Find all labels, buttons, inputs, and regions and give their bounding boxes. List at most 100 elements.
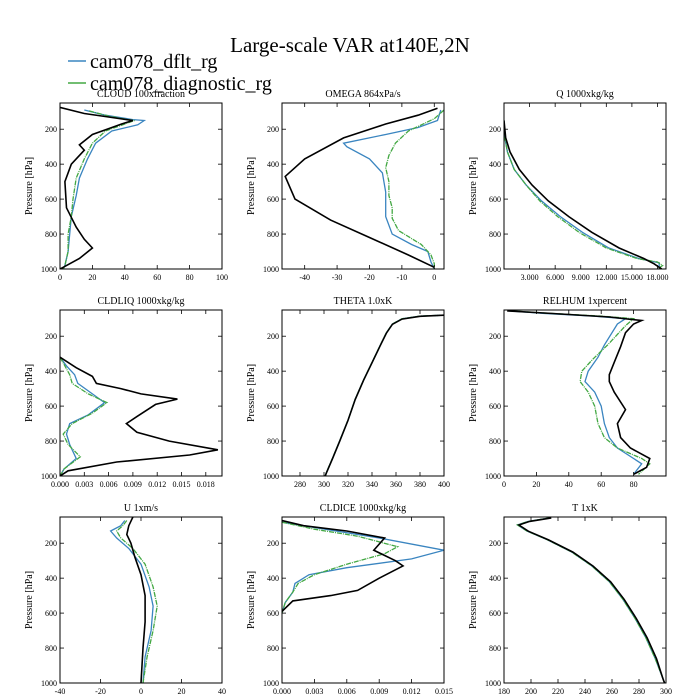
y-tick-label: 600 [489,609,501,618]
x-tick-label: 0.009 [370,687,388,696]
x-tick-label: 0.012 [403,687,421,696]
x-tick-label: 260 [606,687,618,696]
series-line-dflt [342,109,442,269]
y-tick-label: 1000 [485,265,501,274]
series-line-diagnostic [62,110,135,269]
series-line-dflt [324,314,444,476]
legend-label-dflt: cam078_dflt_rg [90,51,217,73]
x-tick-label: 0.018 [197,480,215,489]
y-tick-label: 1000 [485,679,501,688]
series-line-diagnostic [504,120,664,269]
x-tick-label: 40 [121,273,129,282]
y-tick-label: 200 [267,332,279,341]
y-tick-label: 600 [267,195,279,204]
series-line-obs [284,107,438,269]
panel-title: U 1xm/s [124,503,158,514]
x-tick-label: 320 [342,480,354,489]
y-tick-label: 200 [267,539,279,548]
panel-title: Q 1000xkg/kg [556,89,614,100]
y-axis-label: Pressure [hPa] [246,571,257,629]
x-tick-label: 180 [498,687,510,696]
y-tick-label: 1000 [41,472,57,481]
x-tick-label: 6.000 [546,273,564,282]
x-tick-label: 0 [502,480,506,489]
panel-3: Q 1000xkg/kg 200 400 600 800 1000 3.000 6.000 9.… [468,89,668,282]
x-tick-label: 0.006 [100,480,118,489]
y-tick-label: 600 [45,609,57,618]
x-tick-label: -10 [397,273,408,282]
x-tick-label: -40 [55,687,66,696]
x-tick-label: 380 [414,480,426,489]
x-tick-label: 12.000 [595,273,617,282]
x-tick-label: 40 [218,687,226,696]
x-tick-label: 0.015 [173,480,191,489]
x-tick-label: 9.000 [572,273,590,282]
x-tick-label: 15.000 [621,273,643,282]
y-tick-label: 1000 [263,265,279,274]
series-line-obs [324,314,444,476]
y-tick-label: 600 [267,402,279,411]
y-tick-label: 200 [489,332,501,341]
plot-frame [59,102,223,270]
x-tick-label: 0.000 [273,687,291,696]
y-tick-label: 1000 [263,679,279,688]
x-tick-label: 80 [186,273,194,282]
x-tick-label: 300 [660,687,672,696]
panel-title: CLDLIQ 1000xkg/kg [98,296,185,307]
y-axis-label: Pressure [hPa] [24,364,35,422]
x-tick-label: -20 [364,273,375,282]
y-tick-label: 400 [267,367,279,376]
x-tick-label: 0 [58,273,62,282]
y-tick-label: 800 [489,644,501,653]
legend-label-diagnostic: cam078_diagnostic_rg [90,73,272,95]
series-line-dflt [60,356,106,476]
y-tick-label: 1000 [485,472,501,481]
x-tick-label: 220 [552,687,564,696]
series-line-dflt [109,520,154,683]
y-tick-label: 800 [45,437,57,446]
y-axis-label: Pressure [hPa] [246,157,257,215]
series-line-obs [125,517,146,683]
y-tick-label: 200 [489,539,501,548]
y-tick-label: 200 [267,125,279,134]
x-tick-label: 60 [153,273,161,282]
panel-title: THETA 1.0xK [334,296,393,307]
y-tick-label: 400 [489,574,501,583]
y-tick-label: 800 [489,230,501,239]
x-tick-label: 280 [294,480,306,489]
x-tick-label: 240 [579,687,591,696]
series-line-obs [517,517,666,683]
panel-5: THETA 1.0xK 200 400 600 800 1000 280 300 320 340 3… [246,296,450,489]
y-tick-label: 1000 [41,265,57,274]
x-tick-label: 0.015 [435,687,453,696]
series-line-obs [507,310,651,476]
x-tick-label: 340 [366,480,378,489]
series-line-dflt [62,109,147,269]
series-line-diagnostic [515,517,666,683]
x-tick-label: 3.000 [521,273,539,282]
y-axis-label: Pressure [hPa] [246,364,257,422]
y-axis-label: Pressure [hPa] [24,157,35,215]
x-tick-label: -30 [332,273,343,282]
x-tick-label: 400 [438,480,450,489]
figure-title: Large-scale VAR at140E,2N [230,33,470,57]
y-tick-label: 200 [489,125,501,134]
y-tick-label: 200 [45,539,57,548]
panel-title: CLOUD 100xfraction [97,89,185,100]
y-tick-label: 1000 [41,679,57,688]
plot-frame [59,516,223,684]
y-tick-label: 800 [267,437,279,446]
plot-frame [281,309,445,477]
y-tick-label: 600 [267,609,279,618]
series-line-diagnostic [115,520,158,683]
y-tick-label: 400 [489,160,501,169]
y-tick-label: 400 [489,367,501,376]
y-tick-label: 600 [45,195,57,204]
x-tick-label: 200 [525,687,537,696]
y-axis-label: Pressure [hPa] [24,571,35,629]
